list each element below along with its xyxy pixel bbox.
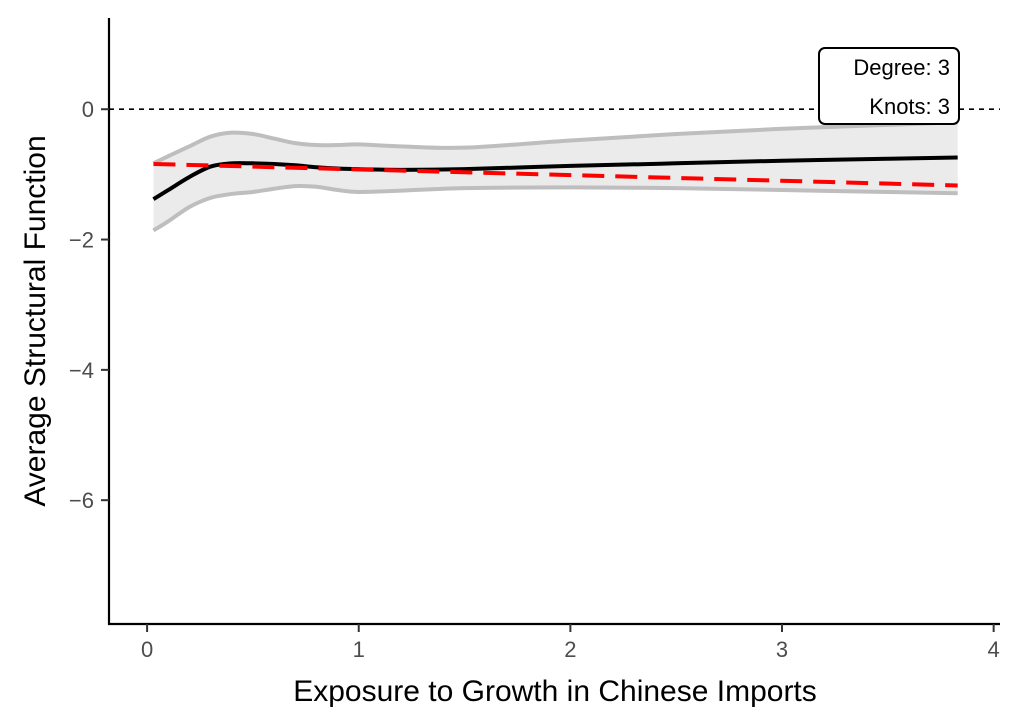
y-tick-label-2: −4: [69, 358, 94, 383]
y-tick-label-0: 0: [82, 97, 94, 122]
annotation-layer: Degree: 3 Knots: 3: [818, 47, 960, 125]
y-axis-title: Average Structural Function: [19, 135, 52, 506]
series-layer: [152, 120, 958, 233]
x-tick-label-2: 2: [564, 637, 576, 662]
annotation-degree: Degree: 3: [853, 55, 950, 80]
x-axis-title: Exposure to Growth in Chinese Imports: [293, 675, 817, 708]
annotation-knots: Knots: 3: [869, 94, 950, 119]
series-line-lower-band: [152, 183, 958, 233]
x-tick-label-4: 4: [988, 637, 1000, 662]
axes-layer: 0 1 2 3 4 0 −2 −4 −6: [69, 18, 1000, 662]
annotation-box: [818, 47, 960, 125]
series-line-upper-band: [152, 120, 958, 166]
y-tick-label-3: −6: [69, 488, 94, 513]
x-tick-label-3: 3: [776, 637, 788, 662]
x-tick-label-1: 1: [353, 637, 365, 662]
x-tick-label-0: 0: [141, 637, 153, 662]
series-line-linear-fit: [153, 161, 958, 188]
y-tick-label-1: −2: [69, 228, 94, 253]
